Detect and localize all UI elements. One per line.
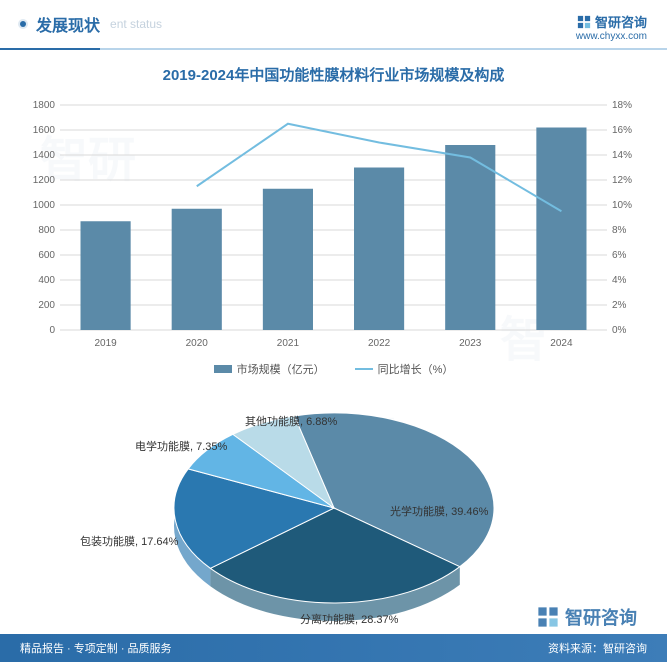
brand-logo-icon [537,606,559,628]
brand-url: www.chyxx.com [576,31,647,42]
svg-text:12%: 12% [612,175,632,186]
legend-bar: 市场规模（亿元） [214,361,325,377]
footer-left: 精品报告 · 专项定制 · 品质服务 [20,640,172,656]
footer: 精品报告 · 专项定制 · 品质服务 资料来源：智研咨询 [0,634,667,662]
svg-text:200: 200 [38,300,55,311]
brand-watermark-text: 智研咨询 [565,604,637,630]
chart-title: 2019-2024年中国功能性膜材料行业市场规模及构成 [0,50,667,95]
svg-text:10%: 10% [612,200,632,211]
svg-text:2%: 2% [612,300,627,311]
brand-block: 智研咨询 www.chyxx.com [576,12,647,42]
svg-text:800: 800 [38,225,55,236]
svg-text:2019: 2019 [94,338,117,349]
legend-line: 同比增长（%） [355,361,454,377]
legend-bar-label: 市场规模（亿元） [237,361,325,377]
combo-chart: 0 200 400 600 800 1000 1200 1400 1600 1800 0% 2% 4% 6… [20,95,647,355]
svg-text:14%: 14% [612,150,632,161]
pie-slice-label: 电学功能膜, 7.35% [135,438,227,454]
pie-slice-label: 分离功能膜, 28.37% [300,611,398,627]
svg-text:6%: 6% [612,250,627,261]
brand-watermark: 智研咨询 [537,604,637,630]
svg-text:16%: 16% [612,125,632,136]
svg-text:0%: 0% [612,325,627,336]
svg-text:2023: 2023 [459,338,482,349]
legend-line-swatch [355,365,373,373]
footer-right: 资料来源：智研咨询 [548,640,647,656]
brand-name: 智研咨询 [595,12,647,31]
combo-chart-svg: 0 200 400 600 800 1000 1200 1400 1600 1800 0% 2% 4% 6… [20,95,647,355]
legend: 市场规模（亿元） 同比增长（%） [0,355,667,383]
pie-slice-label: 其他功能膜, 6.88% [245,413,337,429]
bullet-icon [20,21,26,27]
legend-line-label: 同比增长（%） [378,361,454,377]
header-subtitle: ent status [110,17,162,31]
svg-text:0: 0 [49,325,55,336]
svg-text:1200: 1200 [33,175,56,186]
legend-bar-swatch [214,365,232,373]
svg-text:1400: 1400 [33,150,56,161]
brand-logo-icon [577,15,591,29]
header-title: 发展现状 [36,12,100,36]
svg-text:2022: 2022 [368,338,391,349]
svg-text:2020: 2020 [186,338,209,349]
svg-text:600: 600 [38,250,55,261]
svg-text:1800: 1800 [33,100,56,111]
svg-text:18%: 18% [612,100,632,111]
svg-text:2024: 2024 [550,338,573,349]
svg-text:2021: 2021 [277,338,300,349]
pie-slice-label: 光学功能膜, 39.46% [390,503,488,519]
header: 发展现状 ent status 智研咨询 www.chyxx.com [0,0,667,44]
svg-text:4%: 4% [612,275,627,286]
svg-text:400: 400 [38,275,55,286]
svg-text:1600: 1600 [33,125,56,136]
svg-text:8%: 8% [612,225,627,236]
svg-text:1000: 1000 [33,200,56,211]
pie-slice-label: 包装功能膜, 17.64% [80,533,178,549]
